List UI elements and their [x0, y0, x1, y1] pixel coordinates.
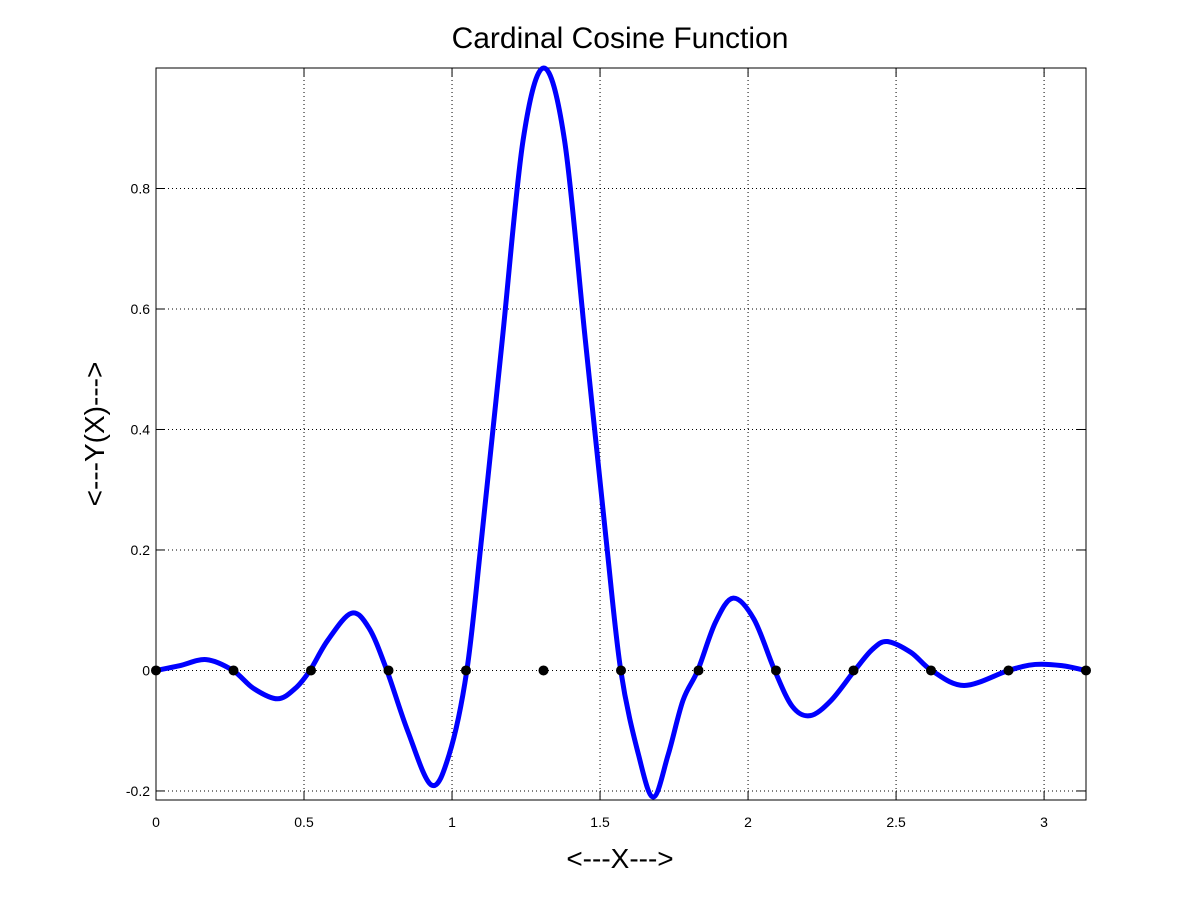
x-tick-labels: 0 0.5 1 1.5 2 2.5 3 [152, 814, 1048, 830]
zero-point-marker [461, 665, 472, 676]
x-tick-label: 0.5 [294, 814, 314, 830]
zero-point-marker [771, 665, 782, 676]
zero-point-marker [616, 665, 627, 676]
zero-point-marker [228, 665, 239, 676]
y-tick-label: 0.6 [131, 301, 151, 317]
y-axis-label: <---Y(X)---> [79, 362, 110, 507]
zero-point-marker [151, 665, 161, 676]
plot-frame [155, 67, 1087, 801]
y-tick-label: -0.2 [126, 783, 150, 799]
y-tick-label: 0.4 [131, 421, 151, 437]
zero-point-marker [848, 665, 859, 676]
y-tick-label: 0.2 [131, 542, 151, 558]
zero-point-marker [926, 665, 937, 676]
zero-point-marker [693, 665, 704, 676]
x-tick-label: 2.5 [886, 814, 906, 830]
y-tick-label: 0.8 [131, 180, 151, 196]
x-tick-label: 1.5 [590, 814, 610, 830]
x-tick-label: 1 [448, 814, 456, 830]
zero-point-marker [306, 665, 317, 676]
zero-point-marker [538, 665, 549, 676]
zero-point-marker [383, 665, 394, 676]
x-tick-label: 0 [152, 814, 160, 830]
sinc-curve-line [153, 65, 1089, 800]
x-tick-label: 3 [1040, 814, 1048, 830]
y-tick-label: 0 [142, 662, 150, 678]
chart-title: Cardinal Cosine Function [452, 22, 789, 55]
x-axis-label: <---X---> [566, 843, 673, 874]
tick-marks [155, 68, 1086, 800]
y-tick-labels: -0.2 0 0.2 0.4 0.6 0.8 [126, 180, 150, 798]
zero-point-marker [1081, 665, 1092, 676]
x-tick-label: 2 [744, 814, 752, 830]
zero-point-marker [1003, 665, 1014, 676]
series-layer [151, 65, 1092, 800]
